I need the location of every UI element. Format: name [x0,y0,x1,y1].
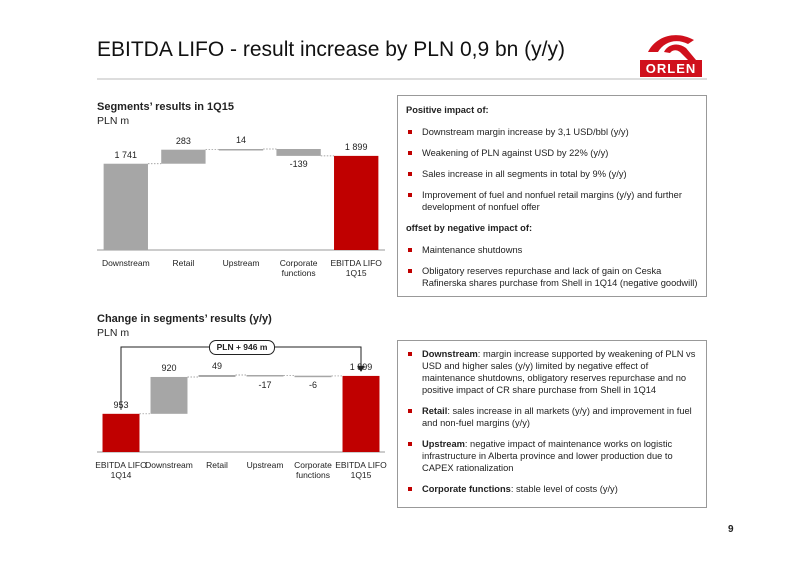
x-tick-label: Upstream [222,258,260,268]
box-heading: Positive impact of: [406,105,489,115]
bar [103,163,148,250]
value-label: 14 [235,135,246,145]
bullet-text: : margin increase supported by weakening… [422,349,696,395]
bar [150,376,188,414]
bar [218,149,264,151]
value-label: 283 [175,135,191,146]
logo-emblem [664,44,696,60]
x-tick-label: EBITDA LIFO 1Q15 [330,258,382,278]
x-tick-label: Downstream [145,460,193,470]
chart-title: Change in segments’ results (y/y) [97,313,272,325]
bullet: Upstream: negative impact of maintenance… [406,438,698,474]
arrow-head [357,365,365,372]
bar [342,375,380,452]
x-tick-label: EBITDA LIFO 1Q14 [95,460,147,480]
segments-box: Downstream: margin increase supported by… [397,340,707,508]
bullet-text: : negative impact of maintenance works o… [422,439,673,473]
x-tick-label: Corporate functions [279,258,318,278]
annotation: PLN + 946 m [209,340,275,355]
bar [334,155,379,250]
bullet-text: : sales increase in all markets (y/y) an… [422,406,692,428]
bullet: Obligatory reserves repurchase and lack … [406,265,698,289]
x-tick-label: EBITDA LIFO 1Q15 [335,460,387,480]
page-number: 9 [728,524,734,535]
box-heading: offset by negative impact of: [406,223,533,233]
chart-title: Segments’ results in 1Q15 [97,101,234,113]
bullet: Retail: sales increase in all markets (y… [406,405,698,429]
value-label: 953 [113,399,129,410]
positive-box: Positive impact of: Downstream margin in… [397,95,707,297]
value-label: 1 899 [349,361,373,372]
slide-title: EBITDA LIFO - result increase by PLN 0,9… [97,38,565,61]
bar [102,413,140,452]
bullet-lead: Downstream [422,349,478,359]
logo-emblem [648,35,694,52]
bullet: Maintenance shutdowns [406,244,698,256]
value-label: -17 [258,379,272,390]
bullet: Downstream: margin increase supported by… [406,348,698,396]
bullet-lead: Retail [422,406,448,416]
x-tick-label: Retail [206,460,228,470]
value-label: 49 [211,361,222,371]
x-tick-label: Downstream [101,258,150,268]
bar [246,375,284,377]
bar [198,375,236,377]
logo-plate [640,60,702,77]
bullet: Corporate functions: stable level of cos… [406,483,698,495]
bullet: Sales increase in all segments in total … [406,168,698,180]
bullet: Weakening of PLN against USD by 22% (y/y… [406,147,698,159]
bullet-text: : stable level of costs (y/y) [510,484,618,494]
bullet-list: Maintenance shutdowns Obligatory reserves… [406,244,698,289]
x-tick-label: Corporate functions [294,460,332,480]
bullet-list: Downstream margin increase by 3,1 USD/bb… [406,126,698,213]
x-tick-label: Retail [172,258,195,268]
x-tick-label: Upstream [246,460,284,470]
bar [276,149,321,156]
bullet-lead: Upstream [422,439,465,449]
value-label: 1 899 [344,141,368,152]
bullet-list: Downstream: margin increase supported by… [406,348,698,495]
bar [294,375,332,378]
value-label: 1 741 [114,149,138,160]
logo-text: ORLEN [645,61,697,76]
bar [161,149,206,164]
value-label: 920 [161,362,177,373]
bullet-lead: Corporate functions [422,484,511,494]
bullet: Improvement of fuel and nonfuel retail m… [406,189,698,213]
value-label: -139 [289,158,308,169]
value-label: -6 [308,380,317,391]
chart-subtitle: PLN m [97,327,130,339]
chart-subtitle: PLN m [97,115,130,127]
bullet: Downstream margin increase by 3,1 USD/bb… [406,126,698,138]
